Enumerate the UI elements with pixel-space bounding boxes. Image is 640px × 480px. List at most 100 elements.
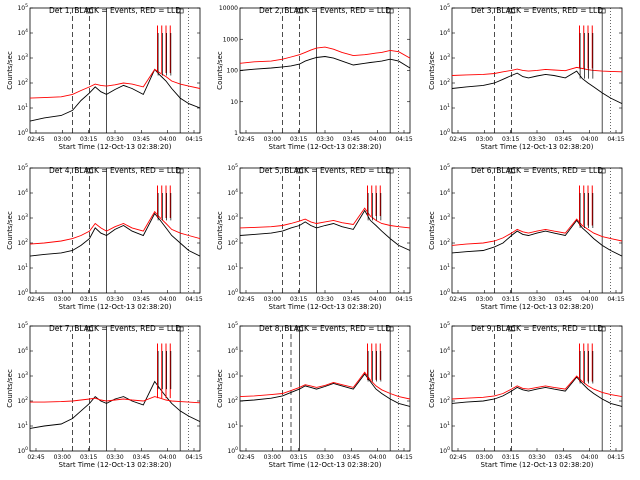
top-box-marker-flag	[176, 168, 184, 174]
x-tick-label: 03:30	[106, 454, 123, 461]
y-tick-label: 100	[17, 128, 28, 137]
y-tick-label: 105	[227, 163, 238, 172]
top-box-marker-attenuator	[86, 8, 93, 14]
plot-frame	[29, 325, 201, 452]
y-tick-label: 101	[439, 103, 450, 112]
y-tick-label: 102	[227, 396, 238, 405]
x-axis-label: Start Time (12-Oct-13 02:38:20)	[59, 143, 172, 151]
y-tick-label: 104	[227, 346, 238, 355]
plot-frame	[239, 325, 411, 452]
y-tick-label: 1000	[223, 36, 238, 43]
panel-title: Det 5, BLACK = Events, RED = LLD	[259, 166, 391, 175]
x-tick-label: 03:45	[555, 136, 572, 143]
x-tick-label: 02:45	[449, 296, 466, 303]
y-axis-label: Counts/sec	[216, 369, 224, 408]
series-line-lld	[30, 68, 200, 99]
y-tick-label: 104	[439, 346, 450, 355]
y-tick-label: 102	[439, 238, 450, 247]
x-tick-label: 03:00	[264, 296, 281, 303]
x-tick-label: 03:15	[502, 296, 519, 303]
series-line-events	[452, 219, 622, 257]
x-tick-label: 03:30	[528, 454, 545, 461]
x-tick-label: 03:15	[502, 454, 519, 461]
y-tick-label: 102	[227, 238, 238, 247]
x-axis-label: Start Time (12-Oct-13 02:38:20)	[481, 303, 594, 311]
y-tick-label: 102	[17, 238, 28, 247]
x-tick-label: 04:00	[581, 136, 598, 143]
panel-det-7: Det 7, BLACK = Events, RED = LLD 100 101 10…	[6, 321, 203, 469]
panel-title: Det 4, BLACK = Events, RED = LLD	[49, 166, 181, 175]
x-tick-label: 03:00	[476, 296, 493, 303]
x-tick-label: 03:15	[80, 454, 97, 461]
x-tick-label: 02:45	[237, 296, 254, 303]
series-line-events	[452, 70, 622, 105]
y-tick-label: 104	[17, 346, 28, 355]
series-group	[452, 343, 622, 407]
y-tick-label: 102	[439, 396, 450, 405]
y-tick-label: 100	[439, 446, 450, 455]
x-tick-label: 03:00	[476, 454, 493, 461]
series-group	[30, 25, 200, 122]
y-tick-label: 103	[17, 371, 28, 380]
x-tick-label: 02:45	[449, 454, 466, 461]
y-tick-label: 104	[439, 28, 450, 37]
x-axis-label: Start Time (12-Oct-13 02:38:20)	[269, 461, 382, 469]
x-tick-label: 03:45	[555, 296, 572, 303]
panel-title: Det 3, BLACK = Events, RED = LLD	[471, 6, 603, 15]
top-box-marker-flag	[598, 8, 606, 14]
panel-det-9: Det 9, BLACK = Events, RED = LLD 100 101 10…	[428, 321, 625, 469]
x-axis-label: Start Time (12-Oct-13 02:38:20)	[481, 143, 594, 151]
panel-det-6: Det 6, BLACK = Events, RED = LLD 100 101 10…	[428, 163, 625, 311]
top-box-marker-flag	[176, 8, 184, 14]
top-box-marker-attenuator	[86, 326, 93, 332]
y-tick-label: 105	[17, 321, 28, 330]
y-tick-label: 104	[227, 188, 238, 197]
x-tick-label: 03:30	[106, 296, 123, 303]
x-tick-label: 03:45	[343, 454, 360, 461]
y-tick-label: 102	[17, 78, 28, 87]
top-box-marker-attenuator	[296, 8, 303, 14]
panel-title: Det 1, BLACK = Events, RED = LLD	[49, 6, 181, 15]
series-group	[240, 46, 410, 71]
x-tick-label: 04:00	[159, 136, 176, 143]
series-group	[240, 185, 410, 251]
plot-frame	[239, 7, 411, 134]
y-axis-label: Counts/sec	[216, 211, 224, 250]
y-tick-label: 100	[227, 446, 238, 455]
x-tick-label: 03:15	[290, 136, 307, 143]
x-tick-label: 04:15	[395, 454, 412, 461]
top-box-marker-flag	[386, 168, 394, 174]
x-tick-label: 04:15	[185, 136, 202, 143]
x-tick-label: 02:45	[27, 296, 44, 303]
x-axis-label: Start Time (12-Oct-13 02:38:20)	[59, 303, 172, 311]
y-tick-label: 10000	[219, 5, 238, 12]
top-box-marker-flag	[386, 8, 394, 14]
x-tick-label: 03:45	[133, 136, 150, 143]
x-tick-label: 04:15	[185, 296, 202, 303]
top-box-marker-attenuator	[508, 8, 515, 14]
y-tick-label: 101	[227, 263, 238, 272]
y-tick-label: 100	[227, 288, 238, 297]
x-tick-label: 04:00	[159, 296, 176, 303]
panel-title: Det 9, BLACK = Events, RED = LLD	[471, 324, 603, 333]
x-axis-label: Start Time (12-Oct-13 02:38:20)	[269, 143, 382, 151]
top-box-marker-flag	[598, 168, 606, 174]
top-box-marker-flag	[598, 326, 606, 332]
y-tick-label: 103	[227, 371, 238, 380]
y-tick-label: 101	[439, 421, 450, 430]
y-tick-label: 103	[227, 213, 238, 222]
series-group	[452, 185, 622, 257]
x-tick-label: 03:00	[264, 136, 281, 143]
x-tick-label: 03:45	[343, 296, 360, 303]
y-tick-label: 105	[17, 3, 28, 12]
x-tick-label: 03:45	[343, 136, 360, 143]
series-line-lld	[240, 207, 410, 229]
y-axis-label: Counts/sec	[428, 211, 436, 250]
series-group	[30, 185, 200, 257]
x-tick-label: 04:00	[159, 454, 176, 461]
y-tick-label: 105	[17, 163, 28, 172]
x-tick-label: 03:00	[54, 296, 71, 303]
x-tick-label: 03:30	[316, 454, 333, 461]
panel-title: Det 8, BLACK = Events, RED = LLD	[259, 324, 391, 333]
